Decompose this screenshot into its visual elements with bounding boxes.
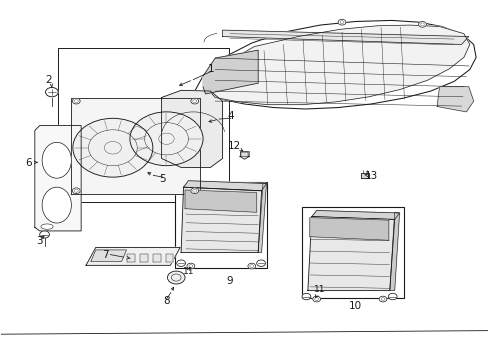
Text: 2: 2: [45, 75, 52, 85]
Polygon shape: [181, 187, 261, 252]
Polygon shape: [222, 30, 468, 44]
Circle shape: [72, 98, 80, 104]
Ellipse shape: [42, 142, 71, 178]
Polygon shape: [165, 253, 173, 262]
Circle shape: [45, 87, 58, 97]
Circle shape: [40, 231, 49, 238]
Circle shape: [167, 271, 184, 284]
Polygon shape: [91, 250, 126, 261]
Polygon shape: [194, 21, 475, 109]
Circle shape: [256, 260, 265, 266]
Polygon shape: [360, 173, 368, 178]
Text: 6: 6: [25, 158, 32, 168]
Circle shape: [190, 98, 198, 104]
Bar: [302, 207, 404, 298]
Text: 1: 1: [207, 64, 214, 74]
Polygon shape: [184, 190, 256, 212]
Circle shape: [186, 263, 194, 269]
Polygon shape: [183, 181, 266, 191]
Text: 5: 5: [159, 174, 165, 184]
Polygon shape: [140, 253, 148, 262]
Text: 13: 13: [364, 171, 377, 181]
Polygon shape: [436, 87, 473, 112]
Circle shape: [72, 188, 80, 194]
Circle shape: [130, 112, 203, 166]
Circle shape: [312, 296, 320, 302]
Polygon shape: [203, 25, 469, 105]
Text: 4: 4: [227, 111, 234, 121]
Circle shape: [337, 19, 345, 25]
Circle shape: [247, 263, 255, 269]
Ellipse shape: [41, 224, 53, 229]
Polygon shape: [86, 247, 180, 265]
Polygon shape: [161, 90, 222, 167]
Text: 11: 11: [314, 285, 325, 294]
Circle shape: [190, 188, 198, 194]
Circle shape: [73, 118, 153, 177]
Circle shape: [176, 260, 185, 266]
Text: 7: 7: [102, 249, 109, 260]
Polygon shape: [258, 183, 266, 252]
Polygon shape: [153, 253, 160, 262]
Polygon shape: [311, 211, 399, 220]
Text: 12: 12: [228, 141, 241, 151]
Polygon shape: [71, 98, 199, 194]
Ellipse shape: [42, 187, 71, 223]
FancyArrow shape: [239, 152, 249, 159]
Text: 10: 10: [348, 301, 362, 311]
Polygon shape: [35, 126, 81, 231]
Circle shape: [418, 22, 426, 27]
Polygon shape: [309, 218, 388, 240]
Text: 8: 8: [163, 296, 169, 306]
Text: 9: 9: [226, 276, 233, 286]
Text: 11: 11: [183, 267, 194, 276]
Text: 3: 3: [36, 236, 43, 246]
Polygon shape: [389, 212, 399, 291]
Polygon shape: [203, 50, 258, 94]
Bar: [175, 182, 266, 268]
Circle shape: [378, 296, 386, 302]
Polygon shape: [127, 253, 135, 262]
Circle shape: [387, 293, 396, 300]
Polygon shape: [307, 217, 394, 291]
Circle shape: [302, 293, 310, 300]
